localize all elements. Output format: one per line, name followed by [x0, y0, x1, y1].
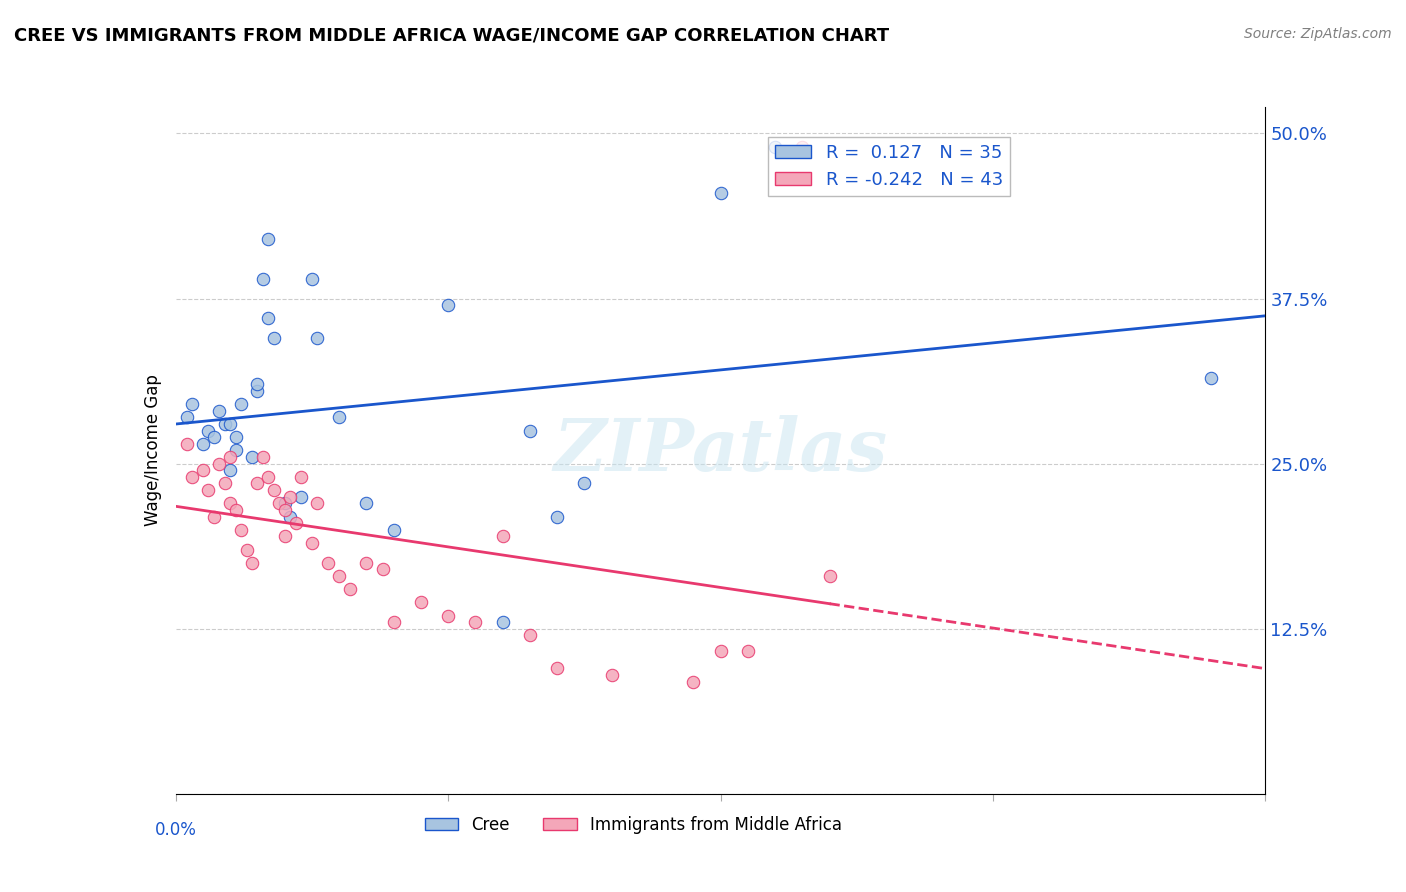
Point — [574, 476, 596, 491]
Point — [269, 496, 291, 510]
Point — [197, 483, 219, 497]
Point — [208, 404, 231, 418]
Point — [382, 615, 405, 630]
Point — [301, 536, 323, 550]
Point — [219, 450, 242, 464]
Point — [356, 496, 378, 510]
Point — [546, 509, 568, 524]
Point — [339, 582, 361, 596]
Point — [519, 628, 541, 642]
Point — [274, 496, 297, 510]
Point — [176, 437, 198, 451]
Point — [519, 424, 541, 438]
Point — [710, 186, 733, 200]
Point — [492, 529, 515, 543]
Point — [307, 496, 329, 510]
Point — [181, 397, 204, 411]
Point — [318, 556, 340, 570]
Point — [792, 139, 814, 153]
Point — [274, 503, 297, 517]
Point — [240, 556, 263, 570]
Text: 0.0%: 0.0% — [155, 822, 197, 839]
Point — [231, 523, 253, 537]
Point — [371, 562, 394, 576]
Point — [284, 516, 307, 530]
Point — [219, 496, 242, 510]
Point — [290, 470, 312, 484]
Point — [437, 298, 460, 312]
Point — [246, 476, 269, 491]
Point — [546, 661, 568, 675]
Point — [202, 509, 225, 524]
Point — [257, 311, 280, 326]
Point — [328, 569, 350, 583]
Point — [246, 377, 269, 392]
Point — [202, 430, 225, 444]
Text: Source: ZipAtlas.com: Source: ZipAtlas.com — [1244, 27, 1392, 41]
Point — [278, 490, 301, 504]
Point — [257, 232, 280, 246]
Point — [181, 470, 204, 484]
Point — [214, 417, 236, 431]
Point — [225, 430, 247, 444]
Point — [246, 384, 269, 398]
Point — [356, 556, 378, 570]
Point — [252, 271, 274, 285]
Point — [263, 331, 285, 345]
Point — [208, 457, 231, 471]
Point — [191, 437, 214, 451]
Point — [219, 417, 242, 431]
Point — [437, 608, 460, 623]
Point — [225, 443, 247, 458]
Point — [231, 397, 253, 411]
Point — [382, 523, 405, 537]
Point — [176, 410, 198, 425]
Point — [818, 569, 841, 583]
Point — [301, 271, 323, 285]
Point — [191, 463, 214, 477]
Point — [219, 463, 242, 477]
Text: ZIPatlas: ZIPatlas — [554, 415, 887, 486]
Point — [263, 483, 285, 497]
Point — [235, 542, 257, 557]
Point — [278, 509, 301, 524]
Point — [1199, 371, 1222, 385]
Point — [492, 615, 515, 630]
Y-axis label: Wage/Income Gap: Wage/Income Gap — [143, 375, 162, 526]
Point — [240, 450, 263, 464]
Point — [464, 615, 486, 630]
Text: CREE VS IMMIGRANTS FROM MIDDLE AFRICA WAGE/INCOME GAP CORRELATION CHART: CREE VS IMMIGRANTS FROM MIDDLE AFRICA WA… — [14, 27, 889, 45]
Point — [710, 644, 733, 658]
Point — [225, 503, 247, 517]
Point — [600, 668, 623, 682]
Point — [682, 674, 704, 689]
Point — [307, 331, 329, 345]
Point — [214, 476, 236, 491]
Point — [274, 529, 297, 543]
Point — [252, 450, 274, 464]
Legend: Cree, Immigrants from Middle Africa: Cree, Immigrants from Middle Africa — [418, 809, 849, 840]
Point — [737, 644, 759, 658]
Point — [290, 490, 312, 504]
Point — [257, 470, 280, 484]
Point — [197, 424, 219, 438]
Point — [328, 410, 350, 425]
Point — [763, 139, 786, 153]
Point — [409, 595, 432, 609]
